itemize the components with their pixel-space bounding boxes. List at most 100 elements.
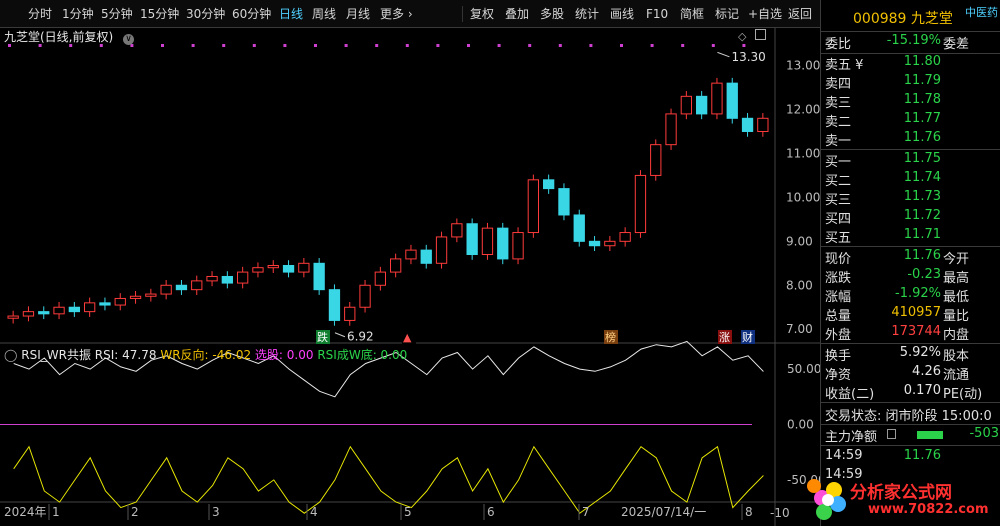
fall-badge: 跌 [317,330,328,344]
sector-tag[interactable]: 中医药 [965,6,998,19]
indicator-name: RSI_WR共振 [21,348,91,362]
candle-body [84,302,96,313]
add-favorite-button[interactable]: +自选 [748,7,783,21]
y-axis-tick-label: 9.00 [786,234,813,248]
maximize-icon[interactable] [755,29,766,40]
draw-line-button[interactable]: 画线 [610,7,635,21]
tick-time: 14:59 [825,448,863,463]
y-axis-tick-label: 12.00 [786,103,820,117]
quote-label2: 量比 [943,309,970,324]
ask-row: 卖一 11.76 [821,130,1000,149]
candle-body [374,271,387,286]
signal-dot [742,44,746,47]
signal-dot [405,44,409,47]
x-axis-tick-label: 5 [404,505,412,519]
stats-value: 4.26 [912,364,941,379]
quote-row: 涨跌 -0.23 最高 [821,267,1000,286]
ask-row: 卖四 11.79 [821,73,1000,92]
simple-frame-button[interactable]: 简框 [680,7,705,21]
stats-label2: 流通 [943,368,970,383]
signal-dot [8,44,11,47]
mark-button[interactable]: 标记 [715,7,740,21]
rise-badge: 涨 [719,331,730,344]
candle-body [604,240,616,247]
tab-timeshare[interactable]: 分时 [28,7,53,21]
back-button[interactable]: 返回 [788,7,813,21]
candle-body [711,82,723,115]
candle-body [527,179,540,234]
tab-daily[interactable]: 日线 [279,7,304,21]
signal-dot [375,44,379,47]
candle-body [497,227,509,260]
stats-row: 换手 5.92% 股本 [821,345,1000,364]
candle-body [282,265,295,273]
rank-badge: 榜 [605,330,616,344]
bid-price: 11.71 [903,227,941,242]
quote-label: 涨跌 [825,271,852,286]
stats-button[interactable]: 统计 [575,7,600,21]
tab-15min[interactable]: 15分钟 [140,7,180,21]
candle-body [696,95,708,115]
candle-body [726,82,738,119]
high-pointer [717,51,730,58]
ask-label: 卖二 [825,115,852,130]
quote-row: 现价 11.76 今开 [821,248,1000,267]
ask-price: 11.77 [903,111,941,126]
tab-monthly[interactable]: 月线 [346,7,371,21]
candle-body [38,311,50,315]
quote-value: 11.76 [903,248,941,263]
stats-label: 净资 [825,368,852,383]
tab-60min[interactable]: 60分钟 [232,7,272,21]
tab-weekly[interactable]: 周线 [312,7,337,21]
x-axis-tick-label: 3 [212,505,220,519]
flow-bar [917,431,943,439]
candle-body [237,271,249,284]
quote-row: 外盘 173744 内盘 [821,324,1000,343]
list-icon[interactable] [887,429,896,439]
bid-label: 买一 [825,155,852,170]
adjust-button[interactable]: 复权 [470,7,495,21]
signal-dot [99,44,103,47]
bid-row: 买三 11.73 [821,189,1000,208]
candle-body [145,293,157,297]
main-flow-row: 主力净额 -503 [821,426,1000,445]
dropdown-icon[interactable]: ∨ [123,34,135,45]
weibi-row: 委比 -15.19% 委差 [821,33,1000,52]
quote-label2: 最低 [943,290,970,305]
candle-body [221,275,233,284]
overlay-button[interactable]: 叠加 [505,7,530,21]
signal-dot [222,44,226,47]
x-axis-tick-label: 2024年 [4,505,47,519]
high-price-label: 13.30 [731,50,765,64]
multi-stock-button[interactable]: 多股 [540,7,565,21]
signal-dot [344,44,348,47]
ask-price: 11.76 [903,130,941,145]
ask-price: 11.79 [903,73,941,88]
stats-label2: 股本 [943,349,970,364]
ind-axis-tick-label: 50.00 [787,362,820,376]
signal-dot [252,44,256,47]
rise-arrow-icon: ▲ [403,331,412,344]
candle-body [588,240,601,247]
bid-price: 11.72 [903,208,941,223]
stats-label: 换手 [825,349,852,364]
diamond-icon[interactable]: ◇ [738,30,747,43]
kline-chart[interactable]: 13.0012.0011.0010.009.008.007.0013.306.9… [0,28,820,526]
signal-dot [436,44,440,47]
weibi-value: -15.19% [886,33,941,48]
tab-5min[interactable]: 5分钟 [101,7,133,21]
watermark-url: www.70822.com [868,502,989,517]
candle-body [298,262,310,273]
f10-button[interactable]: F10 [646,7,669,21]
signal-dot [650,44,654,47]
signal-dot [69,44,73,47]
signal-dot [620,44,623,47]
indicator-dropdown-icon[interactable]: ◯ [4,348,18,362]
tab-30min[interactable]: 30分钟 [186,7,226,21]
signal-dot [528,44,532,47]
tab-more[interactable]: 更多 › [380,7,413,21]
kline-chart-area[interactable]: 13.00 12.00 11.00 10.00 9.00 8.00 7.00 13.30 6.9… [0,28,820,526]
pick-value: 选股: 0.00 [254,348,314,362]
candle-body [405,249,417,260]
tab-1min[interactable]: 1分钟 [62,7,94,21]
